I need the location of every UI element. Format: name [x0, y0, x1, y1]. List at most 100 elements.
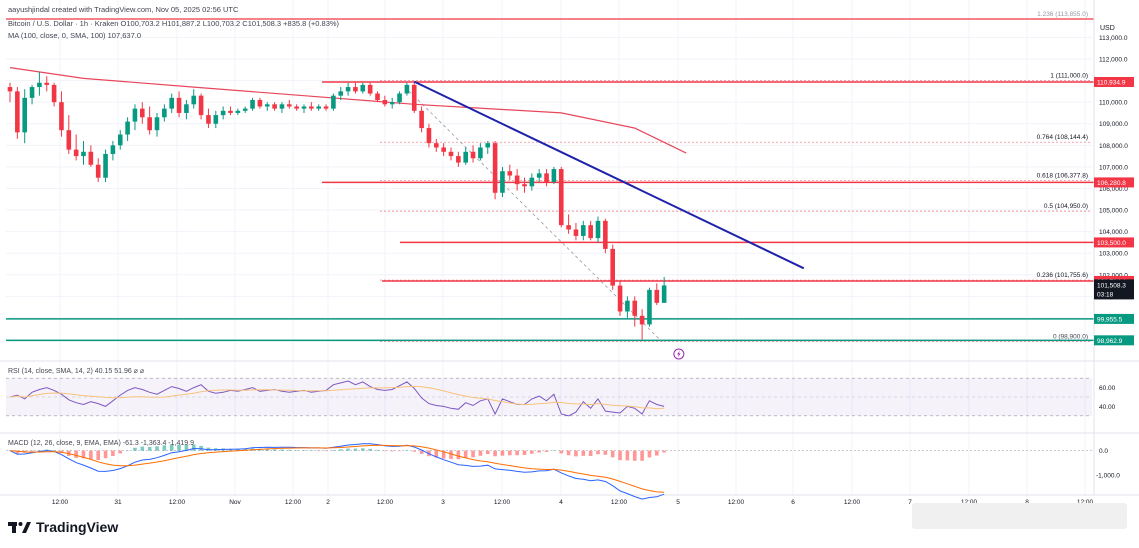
candle-body [573, 229, 579, 236]
candle-body [654, 289, 660, 303]
candle-body [588, 225, 593, 239]
macd-histogram-bar [383, 450, 387, 452]
time-tick-label: 12:00 [1077, 499, 1094, 506]
watermark [912, 503, 1127, 529]
candle-body [595, 220, 601, 239]
current-price-countdown: 03:18 [1097, 291, 1114, 298]
candle-body [294, 106, 299, 109]
price-level-tag [1094, 313, 1134, 324]
macd-histogram-bar [552, 450, 556, 451]
candle-body [382, 100, 388, 105]
macd-histogram-bar [331, 450, 336, 451]
macd-histogram-bar [118, 450, 123, 454]
ma-legend[interactable]: MA (100, close, 0, SMA, 100) 107,637.0 [8, 31, 141, 40]
rsi-pane [6, 377, 1092, 417]
candle-body [228, 110, 233, 113]
fib-level-label: 0.618 (106,377.8) [1037, 172, 1088, 179]
macd-histogram-bar [530, 450, 534, 454]
price-tick-label: 112,000.0 [1099, 57, 1128, 64]
macd-histogram-bar [375, 449, 380, 451]
time-tick-label: 12:00 [52, 499, 69, 506]
price-level-tag-text: 98,962.9 [1097, 338, 1123, 345]
candle-body [316, 106, 321, 109]
time-tick-label: 2 [326, 499, 330, 506]
candle-body [492, 143, 498, 193]
candle-body [610, 248, 615, 286]
candle-body [434, 143, 439, 148]
price-level-tag [1094, 237, 1134, 248]
macd-histogram-bar [346, 448, 350, 451]
tradingview-logo[interactable]: TradingView [8, 519, 118, 535]
macd-histogram-bar [508, 450, 512, 456]
time-tick-label: Nov [229, 499, 241, 506]
fib-level-label: 0.764 (108,144.4) [1037, 134, 1088, 141]
candle-body [367, 84, 373, 94]
candle-body [632, 300, 638, 316]
candle-body [250, 100, 255, 109]
macd-histogram-bar [74, 450, 78, 458]
fib-level-label: 1.236 (113,855.0) [1037, 11, 1088, 18]
candle-body [15, 91, 20, 133]
fib-level-label: 0 (98,900.0) [1053, 334, 1088, 341]
price-level-tag-text: 110,934.9 [1097, 79, 1126, 86]
macd-histogram-bar [302, 450, 306, 451]
candle-body [44, 82, 50, 85]
candle-body [323, 106, 329, 109]
symbol-legend[interactable]: Bitcoin / U.S. Dollar · 1h · Kraken O100… [8, 19, 340, 28]
time-axis: 12:00 31 12:00 Nov 12:00 2 12:00 3 12:00 4 12:00 5 1… [52, 499, 1094, 506]
macd-line [9, 443, 665, 500]
tradingview-logo-icon [8, 522, 31, 533]
macd-histogram-bar [559, 450, 564, 454]
candle-body [441, 147, 446, 152]
candle-body [389, 102, 395, 105]
macd-histogram-bar [140, 446, 145, 451]
price-tick-label: 113,000.0 [1099, 35, 1128, 42]
candle-body [536, 173, 542, 178]
macd-histogram-bar [177, 444, 181, 451]
candle-body [661, 285, 667, 303]
candle-body [235, 110, 241, 113]
price-tick-label: 109,000.0 [1099, 121, 1128, 128]
fib-level-label: 0.5 (104,950.0) [1044, 203, 1088, 210]
candle-body [206, 115, 211, 124]
macd-histogram-bar [500, 450, 505, 456]
macd-pane [6, 443, 1092, 500]
macd-histogram-bar [434, 450, 439, 458]
candle-body [448, 151, 454, 157]
macd-histogram-bar [655, 450, 659, 456]
time-tick-label: 12:00 [494, 499, 511, 506]
macd-histogram-bar [103, 450, 108, 459]
macd-histogram-bar [463, 450, 468, 459]
candle-body [37, 82, 42, 88]
candle-body [66, 130, 72, 150]
macd-histogram-bar [537, 450, 541, 453]
macd-histogram-bar [265, 448, 270, 451]
price-level-tag-text: 106,280.8 [1097, 180, 1126, 187]
rsi-legend[interactable]: RSI (14, close, SMA, 14, 2) 40.15 51.96 … [8, 368, 145, 375]
price-tick-label: 102,000.0 [1099, 272, 1128, 279]
macd-histogram-bar [662, 450, 666, 453]
current-price-value: 101,508.3 [1097, 282, 1126, 289]
candle-body [7, 87, 13, 92]
macd-histogram-bar [625, 450, 630, 461]
currency-label: USD [1100, 25, 1115, 32]
candle-body [176, 97, 182, 113]
candle-body [478, 147, 483, 159]
candle-body [617, 285, 623, 312]
macd-histogram-bar [493, 450, 497, 457]
time-tick-label: 31 [114, 499, 122, 506]
macd-histogram-bar [566, 450, 571, 456]
trendline [413, 80, 805, 270]
macd-histogram-bar [449, 450, 453, 459]
candle-body [81, 151, 86, 157]
price-level-tag [1094, 335, 1134, 346]
macd-histogram-bar [280, 449, 284, 451]
lightning-glyph [677, 350, 681, 358]
rsi-tick-label: 60.00 [1099, 385, 1116, 392]
candle-body [639, 315, 645, 325]
time-tick-label: 4 [559, 499, 563, 506]
macd-histogram-bar [574, 450, 578, 457]
macd-histogram-bar [37, 450, 42, 451]
macd-legend[interactable]: MACD (12, 26, close, 9, EMA, EMA) -61.3 … [8, 440, 194, 447]
